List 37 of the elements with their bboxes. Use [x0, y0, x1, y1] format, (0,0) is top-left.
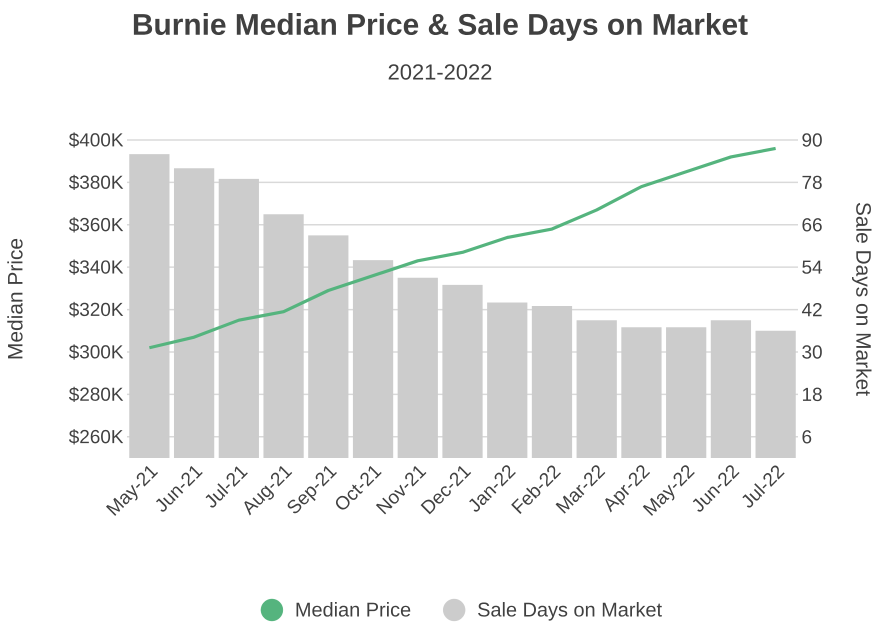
chart-subtitle: 2021-2022: [388, 64, 492, 80]
y-tick-label: $260K: [68, 429, 124, 444]
y2-tick-label: 78: [802, 176, 822, 190]
y-tick-label: $280K: [68, 386, 124, 402]
y-tick-label: $380K: [68, 174, 124, 190]
bar: [666, 327, 706, 458]
y-tick-label: $400K: [68, 132, 124, 148]
bar: [621, 327, 662, 458]
bar: [263, 214, 304, 458]
bar: [576, 320, 617, 458]
bar: [218, 178, 259, 458]
bar: [442, 284, 483, 458]
y-axis-title: Median Price: [7, 238, 23, 358]
bar: [532, 306, 572, 458]
y2-tick-label: 54: [802, 260, 822, 274]
y2-tick-label: 30: [802, 345, 822, 359]
y-tick-label: $320K: [68, 302, 124, 318]
y2-axis-title: Sale Days on Market: [852, 202, 872, 396]
bar: [710, 320, 752, 458]
y2-tick-label: 6: [802, 430, 812, 444]
bar: [352, 260, 394, 458]
legend-label: Median Price: [296, 602, 410, 617]
y2-tick-label: 18: [802, 388, 822, 402]
bar: [129, 154, 170, 458]
bar: [487, 302, 528, 458]
y-tick-label: $300K: [68, 344, 124, 360]
bar: [398, 278, 438, 458]
legend-label: Sale Days on Market: [478, 602, 662, 621]
y2-tick-label: 42: [802, 302, 822, 316]
y-tick-label: $340K: [68, 260, 124, 275]
y-tick-label: $360K: [68, 217, 124, 232]
bar: [308, 235, 348, 458]
bar: [174, 168, 214, 458]
bar: [756, 330, 796, 458]
y2-tick-label: 66: [802, 218, 822, 232]
y2-tick-label: 90: [802, 133, 822, 147]
chart-title: Burnie Median Price & Sale Days on Market: [134, 13, 748, 41]
